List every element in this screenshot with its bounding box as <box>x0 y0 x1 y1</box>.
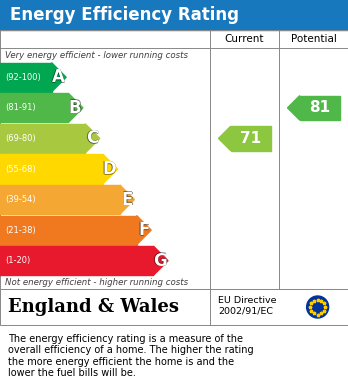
Bar <box>0 289 348 325</box>
Text: G: G <box>153 251 167 269</box>
Bar <box>0 93 69 122</box>
Text: B: B <box>68 99 81 117</box>
Text: F: F <box>139 221 150 239</box>
Text: D: D <box>102 160 116 178</box>
Bar <box>231 126 270 151</box>
Text: C: C <box>86 129 98 147</box>
Polygon shape <box>137 215 151 245</box>
Polygon shape <box>69 93 83 122</box>
Text: G: G <box>153 252 167 270</box>
Text: 81: 81 <box>309 100 330 115</box>
Text: Current: Current <box>225 34 264 44</box>
Text: (55-68): (55-68) <box>5 165 36 174</box>
Text: B: B <box>69 99 81 117</box>
Text: A: A <box>52 68 65 86</box>
Text: B: B <box>69 99 82 117</box>
Text: (21-38): (21-38) <box>5 226 36 235</box>
Text: (1-20): (1-20) <box>5 256 30 265</box>
Text: C: C <box>87 129 99 147</box>
Text: (69-80): (69-80) <box>5 134 36 143</box>
Text: EU Directive
2002/91/EC: EU Directive 2002/91/EC <box>218 296 277 316</box>
Text: D: D <box>102 160 116 178</box>
Polygon shape <box>287 96 300 120</box>
Text: Potential: Potential <box>291 34 337 44</box>
Text: G: G <box>153 252 167 270</box>
Text: 71: 71 <box>240 131 261 146</box>
Text: A: A <box>52 68 65 86</box>
Bar <box>0 215 137 245</box>
Text: G: G <box>153 252 167 270</box>
Bar <box>300 96 340 120</box>
Bar <box>0 30 348 289</box>
Text: (81-91): (81-91) <box>5 103 35 112</box>
Text: D: D <box>102 160 116 178</box>
Text: (92-100): (92-100) <box>5 73 41 82</box>
Polygon shape <box>153 246 168 275</box>
Bar <box>0 246 153 275</box>
Text: C: C <box>86 129 98 147</box>
Text: D: D <box>103 160 117 178</box>
Text: The energy efficiency rating is a measure of the
overall efficiency of a home. T: The energy efficiency rating is a measur… <box>8 334 254 378</box>
Text: Very energy efficient - lower running costs: Very energy efficient - lower running co… <box>5 50 188 59</box>
Text: F: F <box>139 221 150 239</box>
Polygon shape <box>120 185 134 214</box>
Circle shape <box>307 296 329 318</box>
Bar <box>0 124 85 153</box>
Polygon shape <box>103 154 118 183</box>
Text: F: F <box>139 222 150 240</box>
Text: England & Wales: England & Wales <box>8 298 179 316</box>
Polygon shape <box>85 124 100 153</box>
Text: C: C <box>86 129 98 147</box>
Text: (39-54): (39-54) <box>5 195 35 204</box>
Polygon shape <box>219 126 231 151</box>
Text: G: G <box>152 252 166 270</box>
Polygon shape <box>52 63 66 92</box>
Text: B: B <box>69 99 81 117</box>
Text: E: E <box>121 190 133 208</box>
Bar <box>0 63 52 92</box>
Text: F: F <box>138 221 149 239</box>
Text: A: A <box>52 69 65 87</box>
Text: F: F <box>139 221 150 239</box>
Text: A: A <box>52 68 65 86</box>
Text: E: E <box>122 190 133 208</box>
Bar <box>0 154 103 183</box>
Text: A: A <box>51 68 64 86</box>
Text: E: E <box>121 190 133 208</box>
Bar <box>0 185 120 214</box>
Text: B: B <box>69 99 81 117</box>
Text: D: D <box>102 160 116 179</box>
Bar <box>0 0 348 30</box>
Text: E: E <box>121 191 133 209</box>
Text: C: C <box>86 130 98 148</box>
Text: Energy Efficiency Rating: Energy Efficiency Rating <box>10 6 239 24</box>
Text: E: E <box>121 190 133 208</box>
Text: Not energy efficient - higher running costs: Not energy efficient - higher running co… <box>5 278 188 287</box>
